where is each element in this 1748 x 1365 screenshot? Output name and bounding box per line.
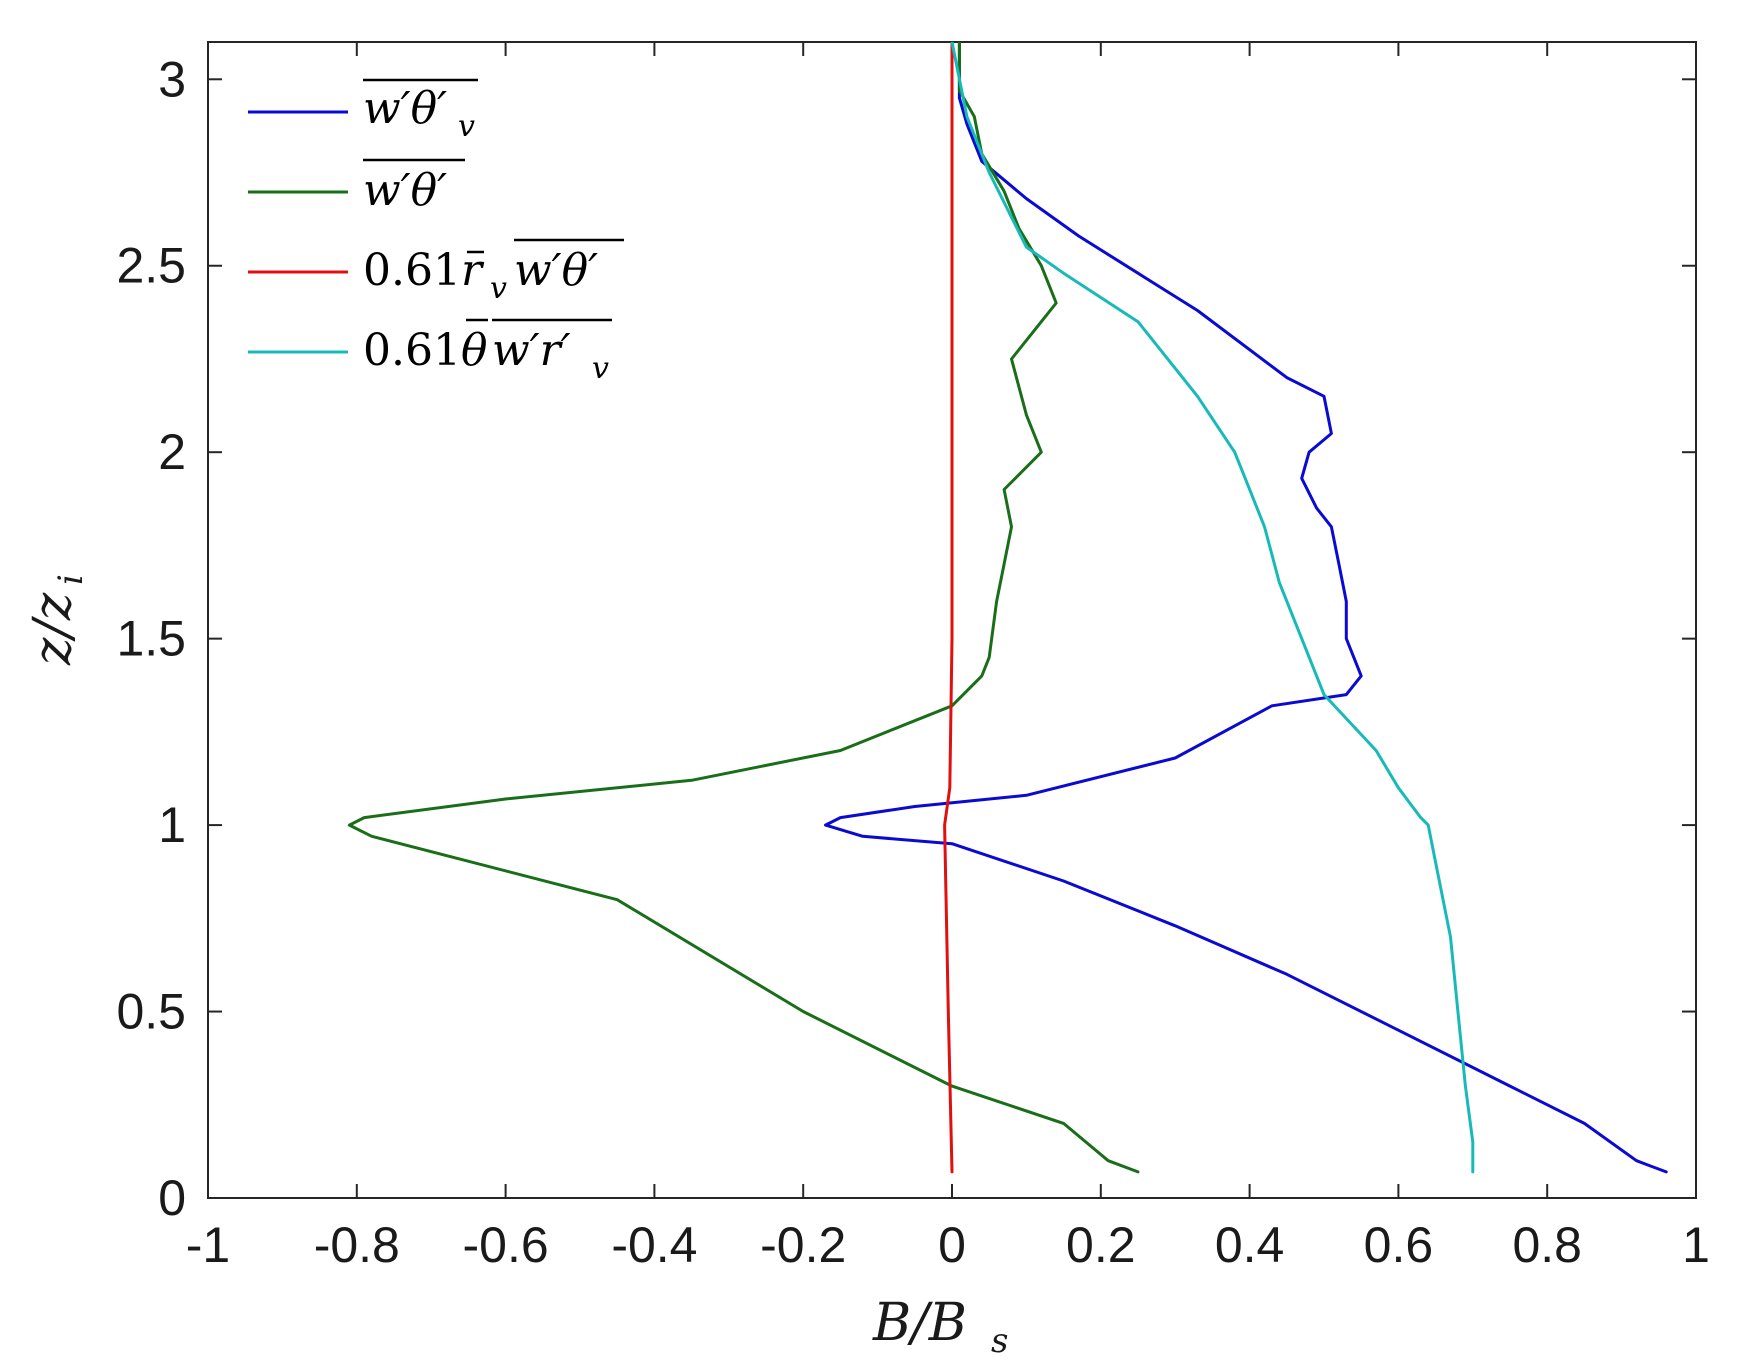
series-line-2 (943, 42, 954, 1174)
x-tick-label: 0 (938, 1217, 966, 1273)
legend: w′θ′ v w′θ′ 0.61r v w′θ′ 0.61θ w′r′ v (248, 78, 624, 386)
svg-text:z/z: z/z (23, 592, 83, 666)
svg-text:s: s (991, 1321, 1008, 1361)
svg-text:w′θ′: w′θ′ (363, 165, 447, 216)
axis-ticks: -1 -0.8 -0.6 -0.4 -0.2 0 0.2 0.4 0.6 0.8 1 0 0.5 1 1.5… (116, 42, 1710, 1273)
series-layer (347, 42, 1668, 1174)
y-tick-label: 2.5 (116, 238, 186, 294)
svg-text:B/B: B/B (872, 1293, 967, 1353)
x-tick-label: -1 (186, 1217, 230, 1273)
x-tick-label: 0.2 (1066, 1217, 1136, 1273)
series-line-3 (950, 42, 1475, 1174)
x-tick-label: -0.6 (463, 1217, 549, 1273)
svg-text:w′r′: w′r′ (492, 325, 571, 376)
svg-text:i: i (51, 574, 91, 585)
series-line-0 (824, 42, 1668, 1174)
legend-label-rv-w-theta: 0.61r v w′θ′ (363, 238, 624, 306)
x-tick-label: 0.4 (1215, 1217, 1285, 1273)
y-tick-label: 3 (158, 51, 186, 107)
y-tick-label: 1 (158, 797, 186, 853)
x-tick-label: 1 (1682, 1217, 1710, 1273)
x-tick-label: -0.8 (314, 1217, 400, 1273)
svg-text:0.61r: 0.61r (363, 245, 485, 296)
legend-label-w-theta-v: w′θ′ v (363, 78, 478, 144)
y-axis-label: z/z i (23, 574, 91, 666)
svg-text:w′θ′: w′θ′ (363, 83, 447, 134)
x-tick-label: -0.2 (760, 1217, 846, 1273)
legend-label-theta-w-rv: 0.61θ w′r′ v (363, 318, 612, 386)
x-tick-label: -0.4 (611, 1217, 697, 1273)
y-tick-label: 2 (158, 424, 186, 480)
x-tick-label: 0.6 (1364, 1217, 1434, 1273)
svg-text:w′θ′: w′θ′ (514, 245, 598, 296)
series-line-1 (347, 42, 1140, 1174)
svg-text:v: v (592, 351, 609, 386)
y-tick-label: 0 (158, 1170, 186, 1226)
y-tick-label: 0.5 (116, 984, 186, 1040)
svg-text:v: v (490, 271, 507, 306)
x-tick-label: 0.8 (1512, 1217, 1582, 1273)
svg-text:v: v (458, 109, 475, 144)
svg-text:0.61θ: 0.61θ (363, 325, 487, 376)
x-axis-label: B/B s (872, 1293, 1008, 1361)
y-tick-label: 1.5 (116, 611, 186, 667)
legend-label-w-theta: w′θ′ (363, 158, 465, 216)
